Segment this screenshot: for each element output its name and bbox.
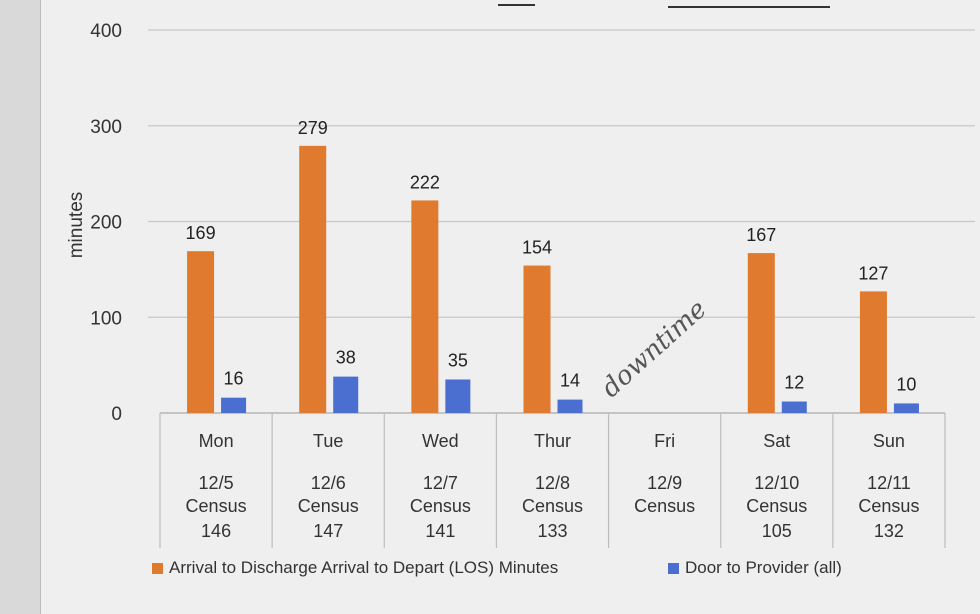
bar-los xyxy=(523,265,551,413)
category-day: Thur xyxy=(534,431,571,451)
legend-item-door-to-provider: Door to Provider (all) xyxy=(668,558,842,578)
bar-door-to-provider xyxy=(221,397,247,413)
category-day: Sun xyxy=(873,431,905,451)
data-label: 279 xyxy=(298,118,328,138)
category-day: Mon xyxy=(199,431,234,451)
category-day: Sat xyxy=(763,431,790,451)
data-label: 12 xyxy=(784,373,804,393)
bar-door-to-provider xyxy=(893,403,919,413)
data-label: 222 xyxy=(410,172,440,192)
category-day: Fri xyxy=(654,431,675,451)
category-census-value: 133 xyxy=(537,521,567,541)
category-census-label: Census xyxy=(746,496,807,516)
data-label: 169 xyxy=(186,223,216,243)
y-tick-label: 100 xyxy=(90,308,122,329)
y-tick-label: 400 xyxy=(90,21,122,42)
category-date: 12/6 xyxy=(311,473,346,493)
legend-item-los: Arrival to Discharge Arrival to Depart (… xyxy=(152,558,558,578)
bar-los xyxy=(859,291,887,413)
category-census-label: Census xyxy=(186,496,247,516)
handwritten-annotation: downtime xyxy=(596,294,713,403)
bar-los xyxy=(187,251,215,413)
data-label: 127 xyxy=(858,263,888,283)
category-date: 12/11 xyxy=(867,473,911,493)
y-axis-label: minutes xyxy=(66,192,87,259)
legend-swatch-los xyxy=(152,562,163,574)
category-census-value: 146 xyxy=(201,521,231,541)
data-label: 10 xyxy=(896,374,916,394)
legend-label-los: Arrival to Discharge Arrival to Depart (… xyxy=(169,558,559,577)
data-label: 35 xyxy=(448,350,468,370)
bar-los xyxy=(299,145,327,414)
data-label: 14 xyxy=(560,371,580,391)
category-date: 12/7 xyxy=(423,473,458,493)
category-census-label: Census xyxy=(634,496,695,516)
data-label: 154 xyxy=(522,238,552,258)
data-label: 16 xyxy=(224,369,244,389)
y-tick-label: 200 xyxy=(90,213,122,234)
data-label: 38 xyxy=(336,348,356,368)
bar-door-to-provider xyxy=(781,401,807,413)
bar-los xyxy=(411,200,439,413)
category-date: 12/10 xyxy=(754,473,799,493)
category-date: 12/5 xyxy=(199,473,234,493)
category-census-label: Census xyxy=(410,496,471,516)
legend-swatch-door-to-provider xyxy=(668,562,679,574)
category-census-label: Census xyxy=(522,496,583,516)
category-day: Tue xyxy=(313,431,343,451)
y-tick-label: 300 xyxy=(90,117,122,138)
category-date: 12/9 xyxy=(647,473,682,493)
legend-label-door-to-provider: Door to Provider (all) xyxy=(685,558,842,577)
data-label: 167 xyxy=(746,225,776,245)
category-census-value: 132 xyxy=(874,521,904,541)
category-census-value: 147 xyxy=(313,521,343,541)
category-census-label: Census xyxy=(858,496,919,516)
category-census-value: 105 xyxy=(762,521,792,541)
bar-door-to-provider xyxy=(445,379,471,413)
bar-door-to-provider xyxy=(333,376,359,413)
category-census-label: Census xyxy=(298,496,359,516)
category-census-value: 141 xyxy=(425,521,455,541)
category-date: 12/8 xyxy=(535,473,570,493)
category-day: Wed xyxy=(422,431,459,451)
y-tick-label: 0 xyxy=(111,404,122,425)
bar-door-to-provider xyxy=(557,399,583,413)
bar-los xyxy=(747,253,775,413)
